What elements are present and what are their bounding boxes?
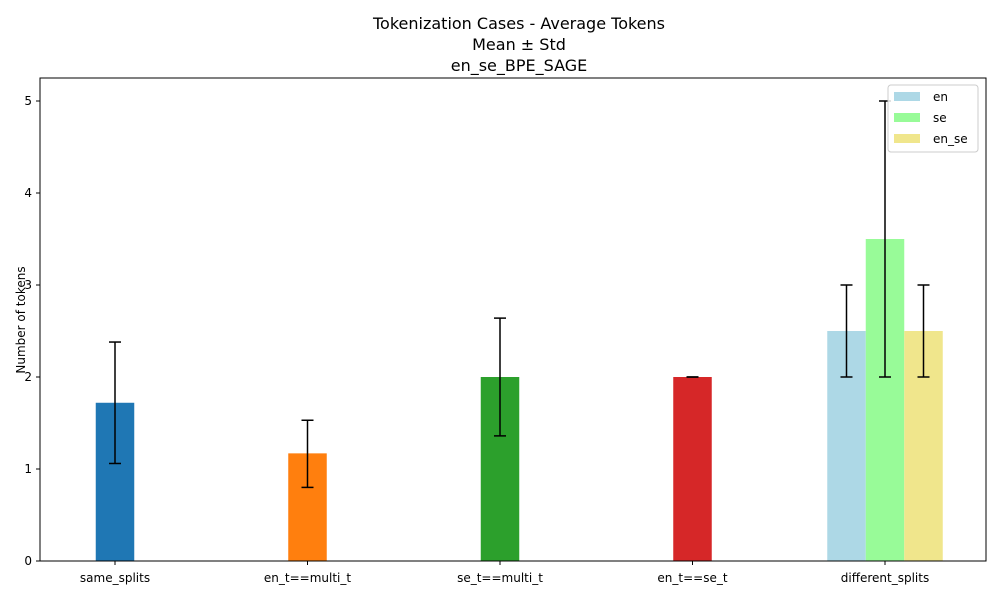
- axes-frame: [39, 77, 987, 562]
- y-tick-label: 5: [24, 94, 32, 108]
- y-tick-label: 3: [24, 278, 32, 292]
- x-tick-label: se_t==multi_t: [457, 571, 543, 585]
- legend-label-se: se: [933, 111, 947, 125]
- plot-area: 0 1 2 3 4 5 same_splits en_t==multi_t se_t==mult…: [24, 77, 987, 585]
- bar-different-splits-en-se-error-bar: [917, 284, 930, 378]
- y-tick-label: 4: [24, 186, 32, 200]
- legend: en se en_se: [887, 84, 979, 153]
- chart-title-line-2: Mean ± Std: [472, 35, 566, 54]
- bar-se-t-multi-t-error-bar: [494, 317, 506, 437]
- legend-swatch-se: [894, 113, 920, 122]
- chart-title-line-3: en_se_BPE_SAGE: [451, 56, 588, 76]
- x-tick-label: different_splits: [841, 571, 929, 585]
- legend-swatch-en: [894, 92, 920, 101]
- y-axis-label: Number of tokens: [14, 266, 28, 373]
- x-tick-label: same_splits: [80, 571, 150, 585]
- legend-label-en-se: en_se: [933, 132, 968, 146]
- x-tick-label: en_t==se_t: [657, 571, 727, 585]
- bar-different-splits-en-error-bar: [840, 284, 853, 378]
- bar-same-splits-error-bar: [109, 341, 121, 465]
- y-tick-label: 1: [24, 462, 32, 476]
- x-tick-label: en_t==multi_t: [264, 571, 351, 585]
- bar-en-t-multi-t-error-bar: [301, 419, 314, 489]
- y-tick-label: 0: [24, 554, 32, 568]
- y-tick-label: 2: [24, 370, 32, 384]
- bar-en-t-se-t: [673, 377, 712, 561]
- legend-swatch-en-se: [894, 134, 920, 143]
- legend-label-en: en: [933, 90, 948, 104]
- chart-title: Tokenization Cases - Average Tokens Mean…: [372, 14, 665, 76]
- chart-title-line-1: Tokenization Cases - Average Tokens: [372, 14, 665, 33]
